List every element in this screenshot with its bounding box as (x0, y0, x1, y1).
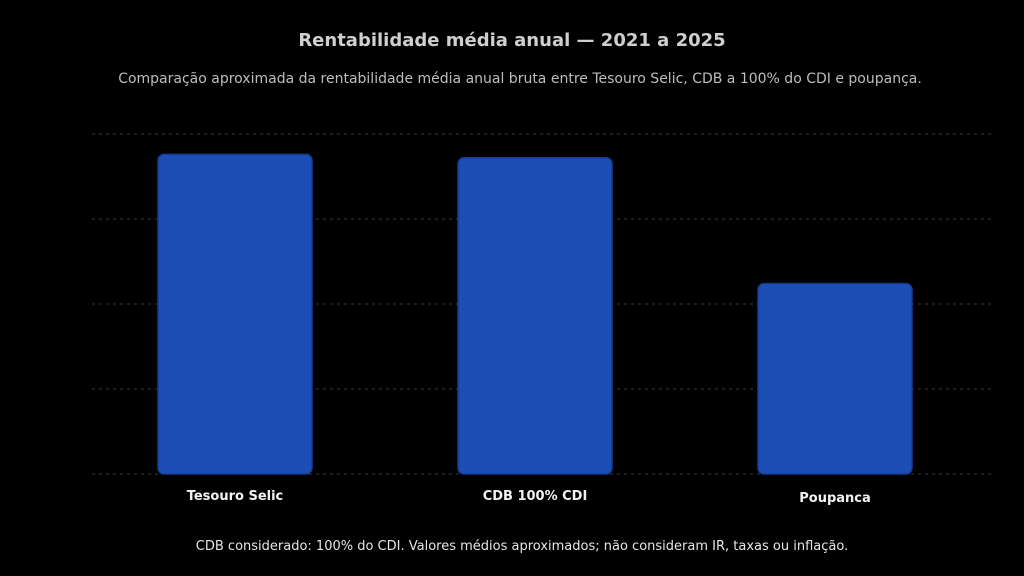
bar-tesouro-selic (157, 153, 313, 475)
bar-poupanca (757, 282, 913, 475)
category-labels: Tesouro Selic CDB 100% CDI Poupanca (187, 489, 871, 506)
category-label-cdb-100-cdi: CDB 100% CDI (483, 489, 588, 504)
category-label-tesouro-selic: Tesouro Selic (187, 489, 284, 504)
category-label-poupanca: Poupanca (799, 491, 871, 506)
footnote: CDB considerado: 100% do CDI. Valores mé… (195, 539, 849, 554)
chart-subtitle: Comparação aproximada da rentabilidade m… (118, 71, 922, 87)
chart-title: Rentabilidade média anual — 2021 a 2025 (298, 30, 726, 51)
bar-cdb-100-cdi (457, 157, 613, 475)
bars (157, 153, 913, 475)
